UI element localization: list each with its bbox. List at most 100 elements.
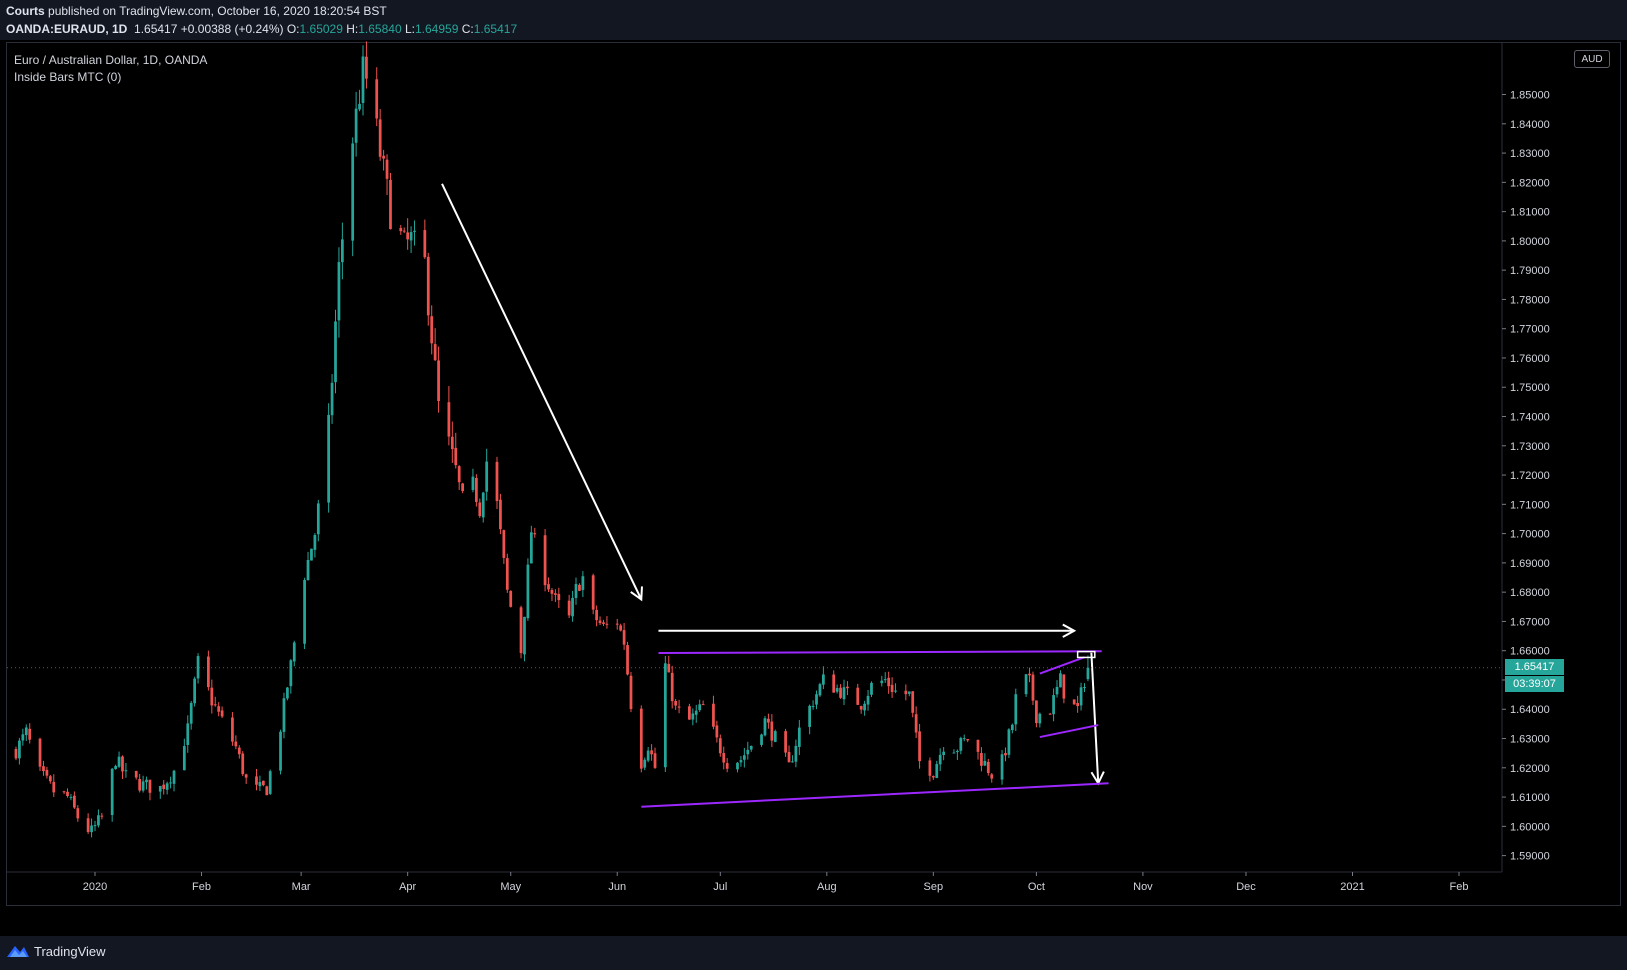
candle-body bbox=[292, 642, 296, 662]
time-tick-label: May bbox=[500, 881, 521, 893]
candle-body bbox=[1079, 687, 1083, 706]
candle-body bbox=[399, 227, 403, 232]
candle-body bbox=[567, 600, 571, 616]
price-tick-label: 1.74000 bbox=[1510, 412, 1550, 424]
candle-body bbox=[172, 770, 176, 784]
candle-body bbox=[447, 402, 451, 437]
candle-body bbox=[859, 706, 863, 710]
candle-body bbox=[437, 360, 440, 402]
candle-body bbox=[158, 786, 162, 792]
candle-body bbox=[787, 751, 791, 763]
candle-body bbox=[832, 674, 836, 693]
high-label: H: bbox=[346, 22, 359, 36]
candle-body bbox=[956, 750, 959, 753]
candle-body bbox=[433, 344, 437, 361]
candle-body bbox=[578, 584, 581, 591]
candle-body bbox=[382, 155, 385, 159]
drawing-arrowhead bbox=[1062, 623, 1077, 638]
time-tick-label: Nov bbox=[1133, 881, 1153, 893]
candle-body bbox=[114, 765, 117, 770]
candle-body bbox=[471, 476, 475, 490]
candle-body bbox=[426, 256, 430, 316]
candle-body bbox=[574, 584, 578, 598]
candle-body bbox=[935, 764, 939, 778]
candle-body bbox=[835, 688, 839, 692]
candle-body bbox=[904, 690, 908, 695]
candle-body bbox=[650, 750, 653, 755]
candle-body bbox=[268, 771, 272, 794]
candle-body bbox=[767, 718, 770, 723]
candle-body bbox=[478, 502, 482, 517]
candle-body bbox=[595, 609, 598, 621]
candle-body bbox=[863, 703, 866, 711]
candle-body bbox=[815, 694, 818, 705]
time-tick-label: Dec bbox=[1236, 881, 1256, 893]
candle-body bbox=[279, 731, 282, 771]
candle-body bbox=[502, 530, 506, 558]
candle-body bbox=[646, 750, 650, 761]
candle-body bbox=[663, 663, 667, 768]
drawing-trendline bbox=[641, 782, 1109, 808]
candle-body bbox=[169, 782, 172, 784]
tradingview-logo[interactable]: TradingView bbox=[6, 943, 106, 959]
price-tick-label: 1.76000 bbox=[1510, 353, 1550, 365]
price-tick-label: 1.66000 bbox=[1510, 646, 1550, 658]
candle-body bbox=[117, 756, 121, 767]
candle-body bbox=[986, 761, 990, 773]
candle-body bbox=[282, 698, 286, 732]
candle-body bbox=[763, 718, 767, 736]
price-chart[interactable]: 1.85000 1.84000 1.83000 1.82000 1.81000 1.800… bbox=[0, 0, 1627, 936]
candle-body bbox=[794, 745, 798, 762]
candle-body bbox=[365, 56, 368, 79]
candle-body bbox=[667, 663, 671, 673]
price-tick-label: 1.77000 bbox=[1510, 324, 1550, 336]
candle-body bbox=[581, 576, 585, 590]
countdown-tag: 03:39:07 bbox=[1505, 675, 1564, 692]
candle-body bbox=[42, 766, 45, 772]
candle-body bbox=[550, 590, 554, 594]
published-text: published on TradingView.com, October 16… bbox=[48, 4, 387, 18]
candle-body bbox=[14, 748, 18, 759]
drawing-rect bbox=[1076, 650, 1096, 659]
candle-body bbox=[1010, 724, 1014, 731]
candle-body bbox=[808, 705, 812, 727]
candle-body bbox=[533, 533, 537, 535]
candle-body bbox=[69, 796, 73, 798]
candle-body bbox=[1076, 703, 1080, 707]
candle-body bbox=[1048, 713, 1052, 715]
price-tick-label: 1.83000 bbox=[1510, 148, 1550, 160]
time-tick-label: 2020 bbox=[83, 881, 107, 893]
candle-body bbox=[523, 616, 526, 655]
candle-body bbox=[423, 230, 427, 258]
candle-body bbox=[186, 723, 190, 745]
candle-body bbox=[914, 714, 918, 733]
candle-body bbox=[310, 548, 313, 561]
footer-bar: TradingView bbox=[0, 936, 1627, 970]
candle-body bbox=[90, 825, 93, 833]
time-tick-label: Aug bbox=[817, 881, 837, 893]
time-tick-label: Jun bbox=[608, 881, 626, 893]
price-tick-label: 1.67000 bbox=[1510, 616, 1550, 628]
legend-indicator[interactable]: Inside Bars MTC (0) bbox=[14, 70, 122, 84]
candle-body bbox=[712, 703, 715, 727]
candle-body bbox=[529, 532, 533, 564]
close-value: 1.65417 bbox=[473, 22, 518, 36]
time-tick-label: Sep bbox=[924, 881, 944, 893]
candle-body bbox=[866, 695, 870, 705]
candle-body bbox=[38, 738, 42, 767]
candle-body bbox=[959, 738, 963, 751]
candle-body bbox=[375, 79, 379, 119]
candle-body bbox=[715, 725, 719, 738]
candle-body bbox=[846, 686, 849, 689]
candle-body bbox=[519, 607, 523, 654]
candle-body bbox=[554, 593, 557, 595]
candle-body bbox=[358, 103, 361, 110]
currency-tag[interactable]: AUD bbox=[1574, 50, 1610, 68]
candle-body bbox=[822, 674, 825, 685]
publisher-name[interactable]: Courts bbox=[6, 4, 45, 18]
candle-body bbox=[928, 760, 932, 776]
candle-body bbox=[330, 382, 334, 416]
candle-body bbox=[791, 761, 794, 763]
open-label: O: bbox=[286, 22, 300, 36]
candle-body bbox=[602, 622, 605, 624]
